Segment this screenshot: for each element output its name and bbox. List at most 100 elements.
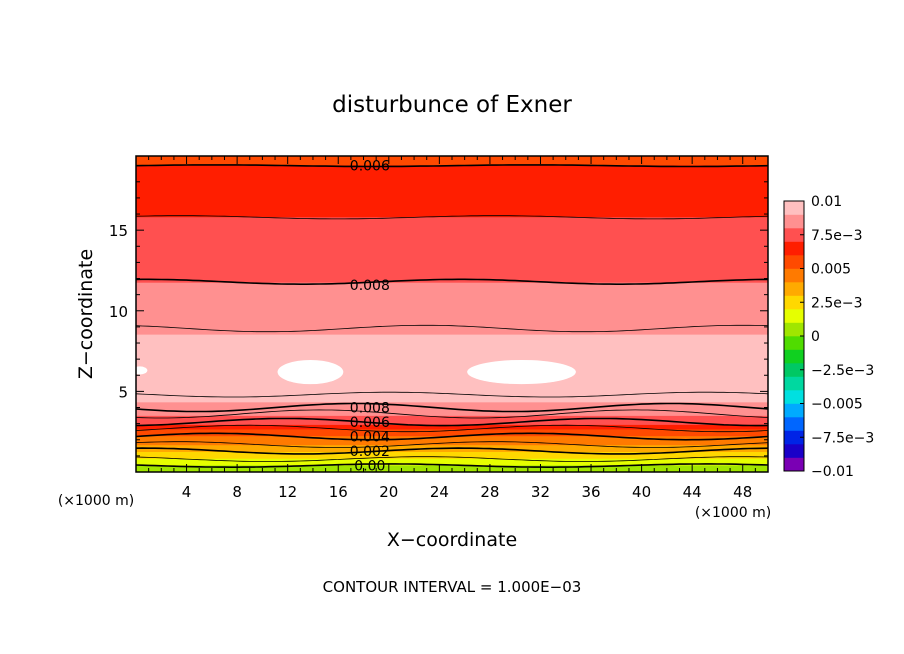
- band-cell: [136, 194, 768, 197]
- band-cell: [136, 349, 768, 353]
- band-cell: [136, 327, 768, 331]
- contour-line: [136, 441, 768, 448]
- band-cell: [136, 180, 768, 184]
- maximum-region: [136, 366, 148, 375]
- band-cell: [136, 189, 768, 193]
- colorbar-segment: [784, 363, 804, 377]
- band-cell: [136, 354, 768, 358]
- colorbar-tick-label: −0.005: [811, 397, 863, 413]
- band-cell: [136, 379, 768, 383]
- band-cell: [136, 408, 768, 412]
- colorbar-segment: [784, 376, 804, 391]
- band-cell: [136, 347, 768, 351]
- colorbar-tick-label: 0: [811, 329, 820, 345]
- band-cell: [136, 458, 768, 462]
- band-cell: [136, 451, 768, 455]
- contour-line: [136, 278, 768, 285]
- band-cell: [136, 178, 768, 182]
- band-cell: [136, 198, 768, 202]
- colorbar-segment: [784, 214, 804, 229]
- y-tick-label: 5: [118, 383, 128, 401]
- colorbar-segment: [784, 444, 804, 458]
- band-cell: [136, 300, 768, 304]
- x-tick-label: 8: [232, 483, 242, 501]
- contour-line: [136, 324, 768, 333]
- band-cell: [136, 252, 768, 256]
- band-cell: [136, 331, 768, 335]
- contour-label: 0.002: [350, 444, 390, 460]
- band-cell: [136, 264, 768, 267]
- x-axis-label: X−coordinate: [387, 529, 517, 551]
- band-cell: [136, 417, 768, 421]
- band-cell: [136, 162, 768, 166]
- band-cell: [136, 216, 768, 220]
- band-cell: [136, 273, 768, 276]
- band-cell: [136, 239, 768, 243]
- band-cell: [136, 232, 768, 236]
- band-cell: [136, 431, 768, 434]
- band-cell: [136, 257, 768, 261]
- band-cell: [136, 185, 768, 188]
- band-cell: [136, 205, 768, 209]
- band-cell: [136, 358, 768, 362]
- contour-line: [136, 463, 768, 468]
- band-cell: [136, 340, 768, 344]
- band-cell: [136, 388, 768, 392]
- band-cell: [136, 288, 768, 292]
- band-cell: [136, 248, 768, 252]
- band-cell: [136, 243, 768, 247]
- contour-line: [136, 456, 768, 462]
- colorbar-segment: [784, 349, 804, 364]
- band-cell: [136, 304, 768, 308]
- band-cell: [136, 363, 768, 367]
- band-cell: [136, 234, 768, 238]
- band-cell: [136, 223, 768, 227]
- contour-line: [136, 424, 768, 433]
- band-cell: [136, 367, 768, 371]
- band-cell: [136, 236, 768, 240]
- band-cell: [136, 320, 768, 324]
- band-cell: [136, 372, 768, 376]
- band-cell: [136, 315, 768, 319]
- band-cell: [136, 437, 768, 441]
- band-cell: [136, 329, 768, 333]
- band-cell: [136, 336, 768, 340]
- x-tick-label: 40: [632, 483, 651, 501]
- colorbar-segment: [784, 201, 804, 215]
- band-cell: [136, 203, 768, 206]
- contour-line: [136, 432, 768, 441]
- band-cell: [136, 422, 768, 425]
- colorbar-segment: [784, 295, 804, 310]
- band-cell: [136, 370, 768, 373]
- band-cell: [136, 352, 768, 355]
- band-cell: [136, 309, 768, 313]
- colorbar-segment: [784, 322, 804, 337]
- x-tick-label: 16: [329, 483, 348, 501]
- band-cell: [136, 410, 768, 414]
- y-axis-label: Z−coordinate: [75, 249, 97, 379]
- band-cell: [136, 169, 768, 173]
- band-cell: [136, 453, 768, 457]
- band-cell: [136, 230, 768, 234]
- band-cell: [136, 200, 768, 204]
- contour-label: 0.006: [350, 159, 390, 175]
- contour-label: 0.004: [350, 430, 390, 446]
- band-cell: [136, 221, 768, 225]
- band-cell: [136, 426, 768, 430]
- band-cell: [136, 376, 768, 380]
- y-tick-label: 10: [109, 303, 128, 321]
- band-cell: [136, 295, 768, 299]
- band-cell: [136, 415, 768, 419]
- band-cell: [136, 227, 768, 231]
- maximum-region: [467, 359, 576, 385]
- band-cell: [136, 196, 768, 200]
- band-cell: [136, 182, 768, 186]
- plot-area: [136, 156, 768, 472]
- colorbar-tick-label: 0.005: [811, 262, 851, 278]
- colorbar-segment: [784, 403, 804, 418]
- band-cell: [136, 318, 768, 322]
- colorbar-tick-label: −7.5e−3: [811, 430, 874, 446]
- band-cell: [136, 176, 768, 179]
- colorbar-tick-label: −2.5e−3: [811, 363, 874, 379]
